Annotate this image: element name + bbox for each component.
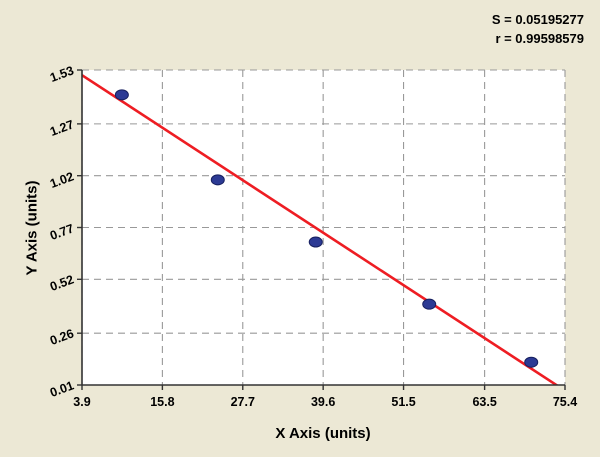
s-value: S = 0.05195277 <box>491 12 584 27</box>
fit-statistics: S = 0.05195277 r = 0.99598579 <box>492 10 584 48</box>
x-tick-label: 51.5 <box>391 395 416 409</box>
plot-area <box>77 69 566 390</box>
x-tick-label: 15.8 <box>150 395 175 409</box>
regression-line <box>82 74 559 385</box>
y-tick-label: 1.02 <box>47 169 76 191</box>
data-point <box>210 174 225 186</box>
y-tick-label: 0.26 <box>47 326 76 349</box>
x-axis-title: X Axis (units) <box>275 425 371 442</box>
y-axis-title: Y Axis (units) <box>23 180 41 276</box>
y-tick-label: 0.01 <box>47 378 76 400</box>
x-tick-label: 3.9 <box>73 395 91 409</box>
data-point <box>524 356 539 368</box>
data-point <box>422 298 437 310</box>
x-tick-label: 75.4 <box>552 395 578 409</box>
data-point <box>308 236 323 248</box>
x-tick-label: 27.7 <box>230 395 255 409</box>
y-tick-label: 1.27 <box>47 117 76 139</box>
y-tick-label: 0.77 <box>47 220 76 243</box>
x-tick-label: 39.6 <box>310 395 336 409</box>
r-value: r = 0.99598579 <box>495 31 584 46</box>
data-point <box>114 89 129 101</box>
x-tick-label: 63.5 <box>472 395 497 409</box>
y-tick-label: 1.53 <box>47 63 76 85</box>
y-tick-label: 0.52 <box>47 272 76 295</box>
